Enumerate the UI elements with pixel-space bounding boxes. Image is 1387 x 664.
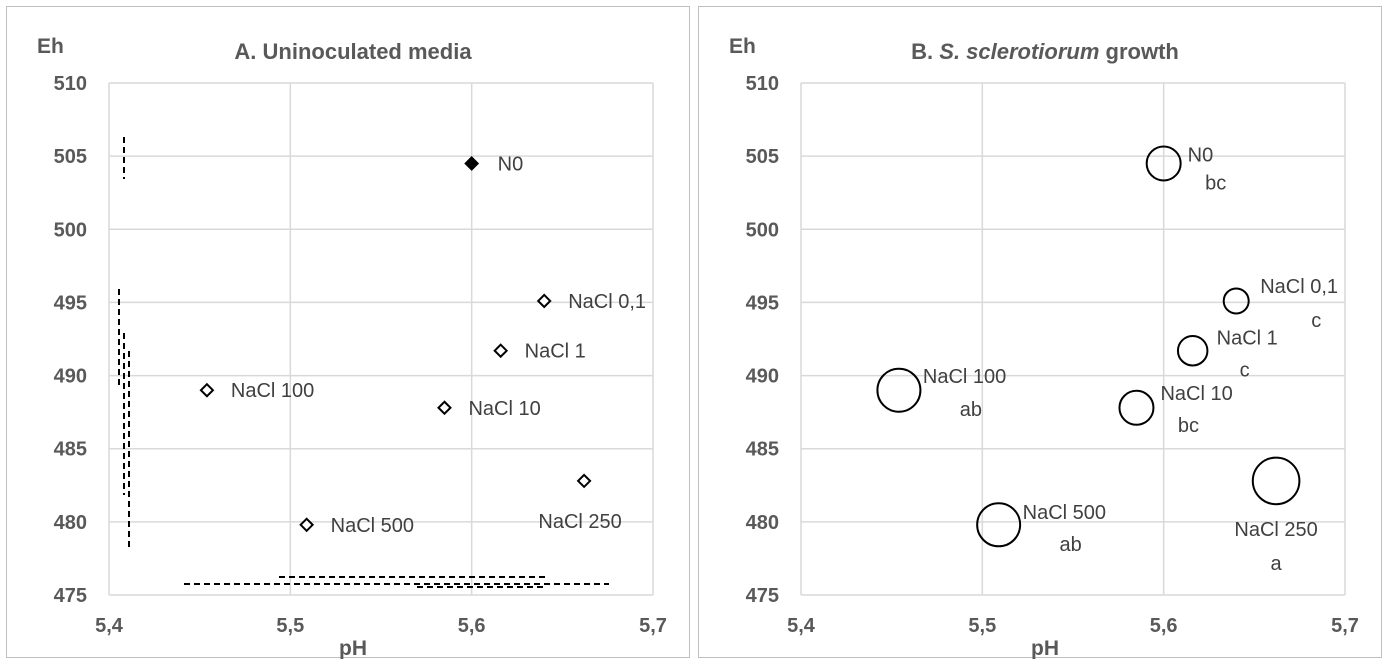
data-point-bubble: [1118, 389, 1155, 426]
data-point-label: NaCl 250: [538, 511, 621, 533]
y-tick-label: 480: [54, 512, 87, 534]
data-point-bubble: [1222, 287, 1250, 315]
x-axis-label: pH: [1031, 637, 1059, 659]
data-point-label: NaCl 500: [1023, 502, 1106, 524]
data-point-marker: [493, 343, 509, 359]
chart-panel-b: 475 480 485 490 495 500 505 510 5,4 5,5 5,6 5,7 Eh pH…: [698, 6, 1382, 659]
data-point-marker: [576, 473, 592, 489]
data-point-marker: [299, 517, 315, 533]
data-point-group: c: [1240, 360, 1250, 382]
y-tick-label: 510: [54, 73, 87, 95]
y-tick-label: 495: [54, 292, 87, 314]
x-tick-label: 5,4: [787, 615, 816, 637]
y-tick-label: 505: [54, 146, 87, 168]
x-tick-label: 5,7: [1331, 615, 1359, 637]
data-point-marker: [464, 156, 480, 171]
data-point-label: NaCl 1: [1217, 328, 1278, 350]
data-point-group: ab: [960, 399, 982, 421]
chart-title: A. Uninoculated media: [234, 39, 472, 64]
y-tick-label: 495: [746, 292, 779, 314]
y-tick-label: 500: [54, 219, 87, 241]
data-point-label: NaCl 10: [1160, 383, 1232, 405]
data-point-group: bc: [1178, 415, 1199, 437]
data-point-label: NaCl 1: [525, 341, 586, 363]
x-tick-label: 5,4: [95, 615, 124, 637]
data-point-marker: [199, 382, 215, 398]
x-tick-label: 5,6: [1150, 615, 1178, 637]
x-tick-label: 5,6: [458, 615, 486, 637]
data-point-label: NaCl 10: [468, 398, 540, 420]
y-tick-label: 485: [746, 439, 779, 461]
chart-b-svg: 475 480 485 490 495 500 505 510 5,4 5,5 5,6 5,7 Eh pH…: [729, 35, 1359, 659]
data-point-group: bc: [1205, 172, 1226, 194]
y-tick-label: 485: [54, 439, 87, 461]
data-point-bubble: [1176, 334, 1209, 367]
data-point-marker: [437, 400, 452, 416]
y-tick-label: 505: [746, 146, 779, 168]
data-point-label: NaCl 100: [231, 380, 314, 402]
y-tick-label: 475: [746, 585, 779, 607]
data-point-bubble: [876, 367, 922, 413]
y-tick-label: 490: [746, 366, 779, 388]
y-axis-label: Eh: [37, 35, 64, 58]
y-tick-label: 475: [54, 585, 87, 607]
data-point-group: ab: [1060, 534, 1082, 556]
data-point-label: NaCl 0,1: [1260, 276, 1338, 298]
x-axis-label: pH: [339, 637, 367, 659]
chart-title-italic: S. sclerotiorum: [939, 39, 1099, 64]
chart-title: B. S. sclerotiorum growth: [911, 39, 1179, 64]
data-point-group: c: [1311, 310, 1321, 332]
data-point-marker: [536, 293, 552, 309]
data-point-bubble: [976, 502, 1022, 548]
y-tick-label: 510: [746, 73, 779, 95]
data-point-group: a: [1271, 553, 1283, 575]
data-point-label: N0: [498, 153, 524, 175]
data-point-label: NaCl 500: [331, 515, 414, 537]
chart-panel-a: 475 480 485 490 495 500 505 510 5,4 5,5 5,6 5,7 Eh pH…: [6, 6, 690, 659]
y-axis-label: Eh: [729, 35, 756, 58]
x-tick-label: 5,5: [276, 615, 304, 637]
y-tick-label: 480: [746, 512, 779, 534]
data-point-label: NaCl 250: [1234, 519, 1317, 541]
data-point-bubble: [1251, 456, 1301, 506]
data-point-label: NaCl 0,1: [568, 291, 646, 313]
chart-title-part: growth: [1099, 39, 1178, 64]
data-point-label: N0: [1188, 144, 1214, 166]
y-tick-label: 500: [746, 219, 779, 241]
chart-title-part: B.: [911, 39, 939, 64]
y-tick-label: 490: [54, 366, 87, 388]
x-tick-label: 5,5: [968, 615, 996, 637]
data-point-bubble: [1145, 145, 1182, 182]
data-point-label: NaCl 100: [923, 366, 1006, 388]
x-tick-label: 5,7: [639, 615, 667, 637]
chart-a-svg: 475 480 485 490 495 500 505 510 5,4 5,5 5,6 5,7 Eh pH…: [37, 35, 667, 659]
